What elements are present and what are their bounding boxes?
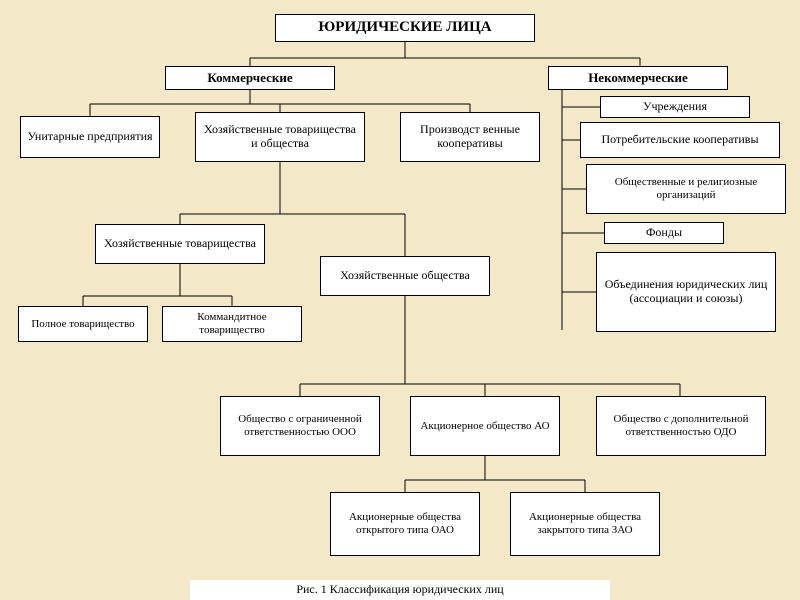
node-hto: Хозяйственные товарищества и общества: [195, 112, 365, 162]
node-ht: Хозяйственные товарищества: [95, 224, 265, 264]
figure-caption: Рис. 1 Классификация юридических лиц: [190, 580, 610, 600]
node-root: ЮРИДИЧЕСКИЕ ЛИЦА: [275, 14, 535, 42]
node-uchr: Учреждения: [600, 96, 750, 118]
node-oao: Акционерные общества открытого типа ОАО: [330, 492, 480, 556]
node-nekom: Некоммерческие: [548, 66, 728, 90]
node-kom: Коммерческие: [165, 66, 335, 90]
node-odo: Общество с дополнительной ответственност…: [596, 396, 766, 456]
node-zao: Акционерные общества закрытого типа ЗАО: [510, 492, 660, 556]
node-poln: Полное товарищество: [18, 306, 148, 342]
node-assoc: Объединения юридических лиц (ассоциации …: [596, 252, 776, 332]
node-ao: Акционерное общество АО: [410, 396, 560, 456]
node-komm: Коммандитное товарищество: [162, 306, 302, 342]
node-ooo: Общество с ограниченной ответственностью…: [220, 396, 380, 456]
node-fondy: Фонды: [604, 222, 724, 244]
node-unit: Унитарные предприятия: [20, 116, 160, 158]
node-relig: Общественные и религиозные организаций: [586, 164, 786, 214]
node-potr: Потребительские кооперативы: [580, 122, 780, 158]
node-proizv: Производст венные кооперативы: [400, 112, 540, 162]
node-ho: Хозяйственные общества: [320, 256, 490, 296]
